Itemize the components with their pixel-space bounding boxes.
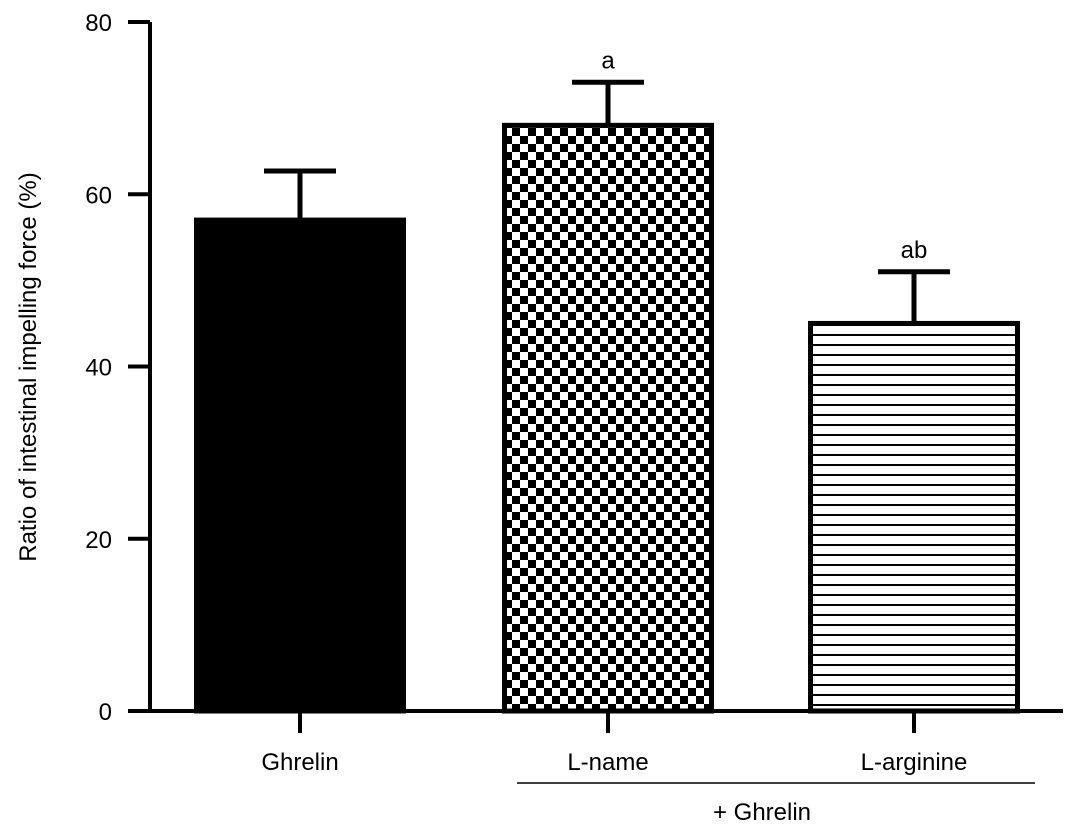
y-ticks: 0 20 40 60 80	[85, 10, 150, 726]
y-tick-label: 20	[85, 527, 112, 554]
y-axis-label: Ratio of intestinal impelling force (%)	[15, 172, 42, 562]
bar-ghrelin	[194, 217, 406, 714]
category-label: L-arginine	[861, 749, 968, 776]
category-label: Ghrelin	[261, 749, 338, 776]
bar-l-arginine	[808, 320, 1020, 714]
category-label: L-name	[567, 749, 648, 776]
bars: a ab	[194, 47, 1020, 714]
significance-label: a	[601, 47, 615, 74]
significance-label: ab	[901, 237, 928, 264]
group-label: + Ghrelin	[713, 799, 811, 826]
y-tick-label: 60	[85, 182, 112, 209]
x-ticks: Ghrelin L-name L-arginine	[261, 711, 967, 776]
y-tick-label: 0	[99, 699, 112, 726]
bar-l-name	[502, 122, 714, 714]
y-tick-label: 80	[85, 10, 112, 37]
y-tick-label: 40	[85, 355, 112, 382]
